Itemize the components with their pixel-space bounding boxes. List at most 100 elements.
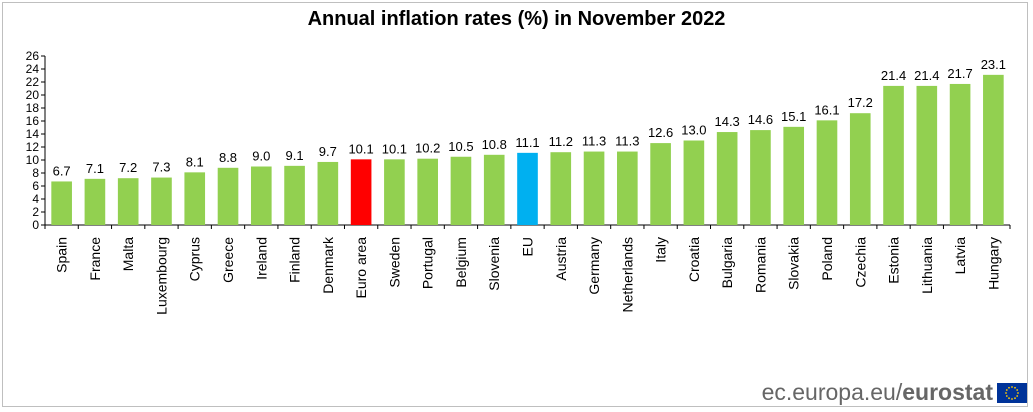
x-tick-label: Lithuania: [919, 237, 935, 294]
bar: [949, 83, 971, 225]
bar: [217, 167, 239, 225]
bar: [151, 177, 172, 225]
y-tick-label: 4: [32, 192, 39, 206]
flag-star: [1016, 388, 1019, 391]
x-tick-label: Czechia: [852, 237, 868, 288]
y-tick-label: 8: [32, 166, 39, 180]
footer-domain: ec.europa.eu/: [761, 379, 903, 405]
x-tick-label: Spain: [54, 237, 70, 273]
y-tick-label: 14: [26, 127, 40, 141]
y-tick-label: 0: [32, 218, 39, 232]
x-tick-label: Italy: [653, 237, 669, 263]
bar: [716, 132, 738, 225]
chart-title: Annual inflation rates (%) in November 2…: [307, 8, 726, 30]
x-tick-label: Austria: [553, 237, 569, 281]
y-tick-label: 18: [26, 101, 40, 115]
x-tick-label: Hungary: [985, 237, 1001, 290]
flag-star: [1008, 396, 1010, 399]
flag-star: [1017, 391, 1019, 394]
bar: [450, 156, 472, 225]
x-tick-label: Malta: [120, 237, 136, 271]
data-label: 10.1: [348, 141, 373, 156]
x-tick-label: Latvia: [952, 237, 968, 275]
x-tick-label: Ireland: [253, 237, 269, 280]
x-tick-label: Romania: [752, 237, 768, 293]
bars-group: 6.7 Spain 7.1 France 7.2 Malta 7.3 Luxembourg 8.…: [51, 57, 1006, 315]
bar: [849, 113, 871, 225]
x-tick-label: Slovakia: [786, 237, 802, 290]
bar: [117, 178, 139, 225]
data-label: 21.4: [881, 68, 906, 83]
data-label: 11.2: [549, 134, 573, 149]
bar: [350, 159, 372, 225]
x-tick-label: EU: [520, 237, 536, 256]
data-label: 23.1: [981, 57, 1006, 72]
data-label: 14.3: [714, 114, 739, 129]
bar: [250, 166, 272, 225]
bar: [384, 159, 405, 225]
flag-star: [1014, 386, 1016, 389]
x-tick-label: Netherlands: [619, 237, 635, 313]
eu-flag-icon: [997, 382, 1027, 403]
y-tick-label: 10: [26, 153, 40, 167]
bar: [184, 172, 206, 225]
flag-star: [1014, 396, 1016, 399]
x-tick-label: Poland: [819, 237, 835, 281]
data-label: 7.1: [86, 161, 104, 176]
data-label: 9.0: [252, 149, 270, 164]
bar: [650, 143, 671, 225]
data-label: 10.1: [382, 141, 407, 156]
flag-star: [1005, 391, 1007, 394]
bar: [483, 154, 505, 225]
x-tick-label: Greece: [220, 237, 236, 283]
data-label: 6.7: [53, 163, 71, 178]
data-label: 21.7: [947, 66, 972, 81]
data-label: 11.3: [615, 134, 639, 149]
footer-brand: eurostat: [902, 379, 993, 405]
x-tick-label: Bulgaria: [719, 237, 735, 289]
data-label: 8.8: [219, 150, 237, 165]
bar: [317, 161, 339, 225]
y-tick-label: 16: [26, 114, 40, 128]
flag-star: [1011, 397, 1013, 400]
data-label: 11.3: [582, 134, 606, 149]
bar: [517, 152, 538, 225]
data-label: 7.2: [119, 160, 137, 175]
x-tick-label: Portugal: [420, 237, 436, 289]
data-label: 10.8: [482, 137, 507, 152]
x-tick-label: Denmark: [320, 236, 336, 294]
x-tick-label: Estonia: [886, 237, 902, 284]
x-tick-label: France: [87, 237, 103, 281]
x-tick-label: Cyprus: [187, 237, 203, 281]
y-tick-label: 26: [26, 49, 40, 63]
bar: [84, 178, 106, 225]
x-tick-label: Luxembourg: [153, 237, 169, 315]
x-tick-label: Slovenia: [486, 237, 502, 291]
x-tick-label: Croatia: [686, 237, 702, 282]
data-label: 11.1: [515, 135, 539, 150]
data-label: 12.6: [648, 125, 673, 140]
bar: [783, 126, 805, 225]
bar: [51, 181, 72, 225]
flag-star: [1005, 388, 1008, 391]
bar: [617, 151, 638, 225]
chart-frame: [2, 2, 1028, 407]
bar: [816, 120, 838, 225]
x-tick-label: Finland: [287, 237, 303, 283]
y-tick-label: 12: [26, 140, 40, 154]
data-label: 10.5: [448, 139, 473, 154]
bar: [983, 74, 1004, 225]
data-label: 17.2: [848, 95, 873, 110]
x-tick-label: Belgium: [453, 237, 469, 288]
bar: [750, 130, 771, 225]
flag-star: [1011, 385, 1013, 388]
bar: [916, 85, 938, 226]
bar: [683, 140, 705, 225]
data-label: 9.7: [319, 144, 337, 159]
data-label: 13.0: [681, 123, 706, 138]
data-label: 15.1: [781, 109, 806, 124]
bar: [284, 165, 305, 225]
y-tick-label: 22: [26, 75, 40, 89]
data-label: 10.2: [415, 141, 440, 156]
data-label: 16.1: [814, 102, 839, 117]
